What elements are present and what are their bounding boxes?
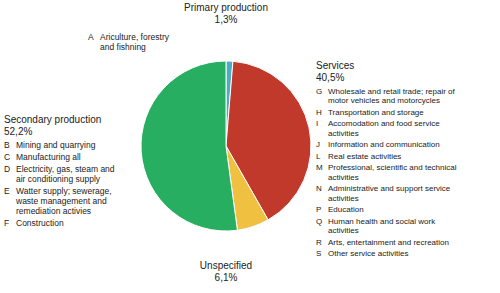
item-letter: M bbox=[316, 163, 323, 172]
item-text: activities bbox=[328, 226, 359, 235]
pie bbox=[141, 61, 311, 231]
value-label: 52,2% bbox=[4, 126, 32, 137]
item-text: Administrative and support service bbox=[328, 184, 451, 193]
item-text: Other service activities bbox=[328, 249, 408, 258]
item-letter: F bbox=[4, 218, 9, 228]
item-text: Human health and social work bbox=[328, 217, 436, 226]
item-letter: B bbox=[4, 140, 10, 150]
item-text: Wholesale and retail trade; repair of bbox=[328, 87, 456, 96]
label-group: Unspecified6,1% bbox=[200, 260, 252, 283]
item-text: motor vehicles and motorcycles bbox=[328, 96, 440, 105]
value-label: 1,3% bbox=[215, 14, 238, 25]
item-text: Construction bbox=[16, 218, 64, 228]
item-text: activities bbox=[328, 129, 359, 138]
label-group: Services40,5% G Wholesale and retail trade… bbox=[316, 60, 457, 258]
item-text: waste management and bbox=[15, 196, 107, 206]
category-label: Unspecified bbox=[200, 260, 252, 271]
item-text: Electricity, gas, steam and bbox=[16, 164, 115, 174]
item-letter: I bbox=[316, 119, 318, 128]
item-text: Arts, entertainment and recreation bbox=[328, 238, 449, 247]
item-letter: G bbox=[316, 87, 322, 96]
item-text: remediation activies bbox=[16, 206, 91, 216]
item-text: Mining and quarrying bbox=[16, 140, 96, 150]
chart: Primary production1,3% A Ariculture, fores… bbox=[0, 0, 500, 293]
item-text: Information and communication bbox=[328, 140, 440, 149]
item-letter: D bbox=[4, 164, 10, 174]
item-letter: E bbox=[4, 186, 10, 196]
item-text: air conditioning supply bbox=[16, 174, 101, 184]
item-letter: S bbox=[316, 249, 321, 258]
item-text: Professional, scientific and technical bbox=[328, 163, 457, 172]
item-text: Manufacturing all bbox=[16, 152, 81, 162]
item-letter: R bbox=[316, 238, 322, 247]
item-text: Transportation and storage bbox=[328, 108, 424, 117]
item-letter: C bbox=[4, 152, 10, 162]
annotations: Primary production1,3% A Ariculture, fores… bbox=[4, 2, 457, 283]
category-label: Secondary production bbox=[4, 114, 101, 125]
item-letter: J bbox=[316, 140, 320, 149]
pie-slice bbox=[141, 61, 237, 231]
item-letter: P bbox=[316, 205, 321, 214]
label-group: Secondary production52,2% B Mining and qua… bbox=[4, 114, 115, 228]
item-text: Ariculture, forestry bbox=[100, 32, 170, 42]
item-text: Watter supply; sewerage, bbox=[16, 186, 112, 196]
label-group: Primary production1,3% A Ariculture, fores… bbox=[88, 2, 268, 52]
item-text: and fishning bbox=[100, 42, 146, 52]
category-label: Services bbox=[316, 60, 354, 71]
value-label: 6,1% bbox=[215, 272, 238, 283]
item-letter: N bbox=[316, 184, 322, 193]
value-label: 40,5% bbox=[316, 72, 344, 83]
item-text: Real estate activities bbox=[328, 152, 401, 161]
item-text: activities bbox=[328, 173, 359, 182]
item-letter: Q bbox=[316, 217, 322, 226]
item-text: Education bbox=[328, 205, 364, 214]
item-letter: A bbox=[88, 32, 94, 42]
category-label: Primary production bbox=[184, 2, 268, 13]
item-letter: L bbox=[316, 152, 321, 161]
item-text: Accomodation and food service bbox=[328, 119, 440, 128]
item-letter: H bbox=[316, 108, 322, 117]
item-text: activities bbox=[328, 194, 359, 203]
